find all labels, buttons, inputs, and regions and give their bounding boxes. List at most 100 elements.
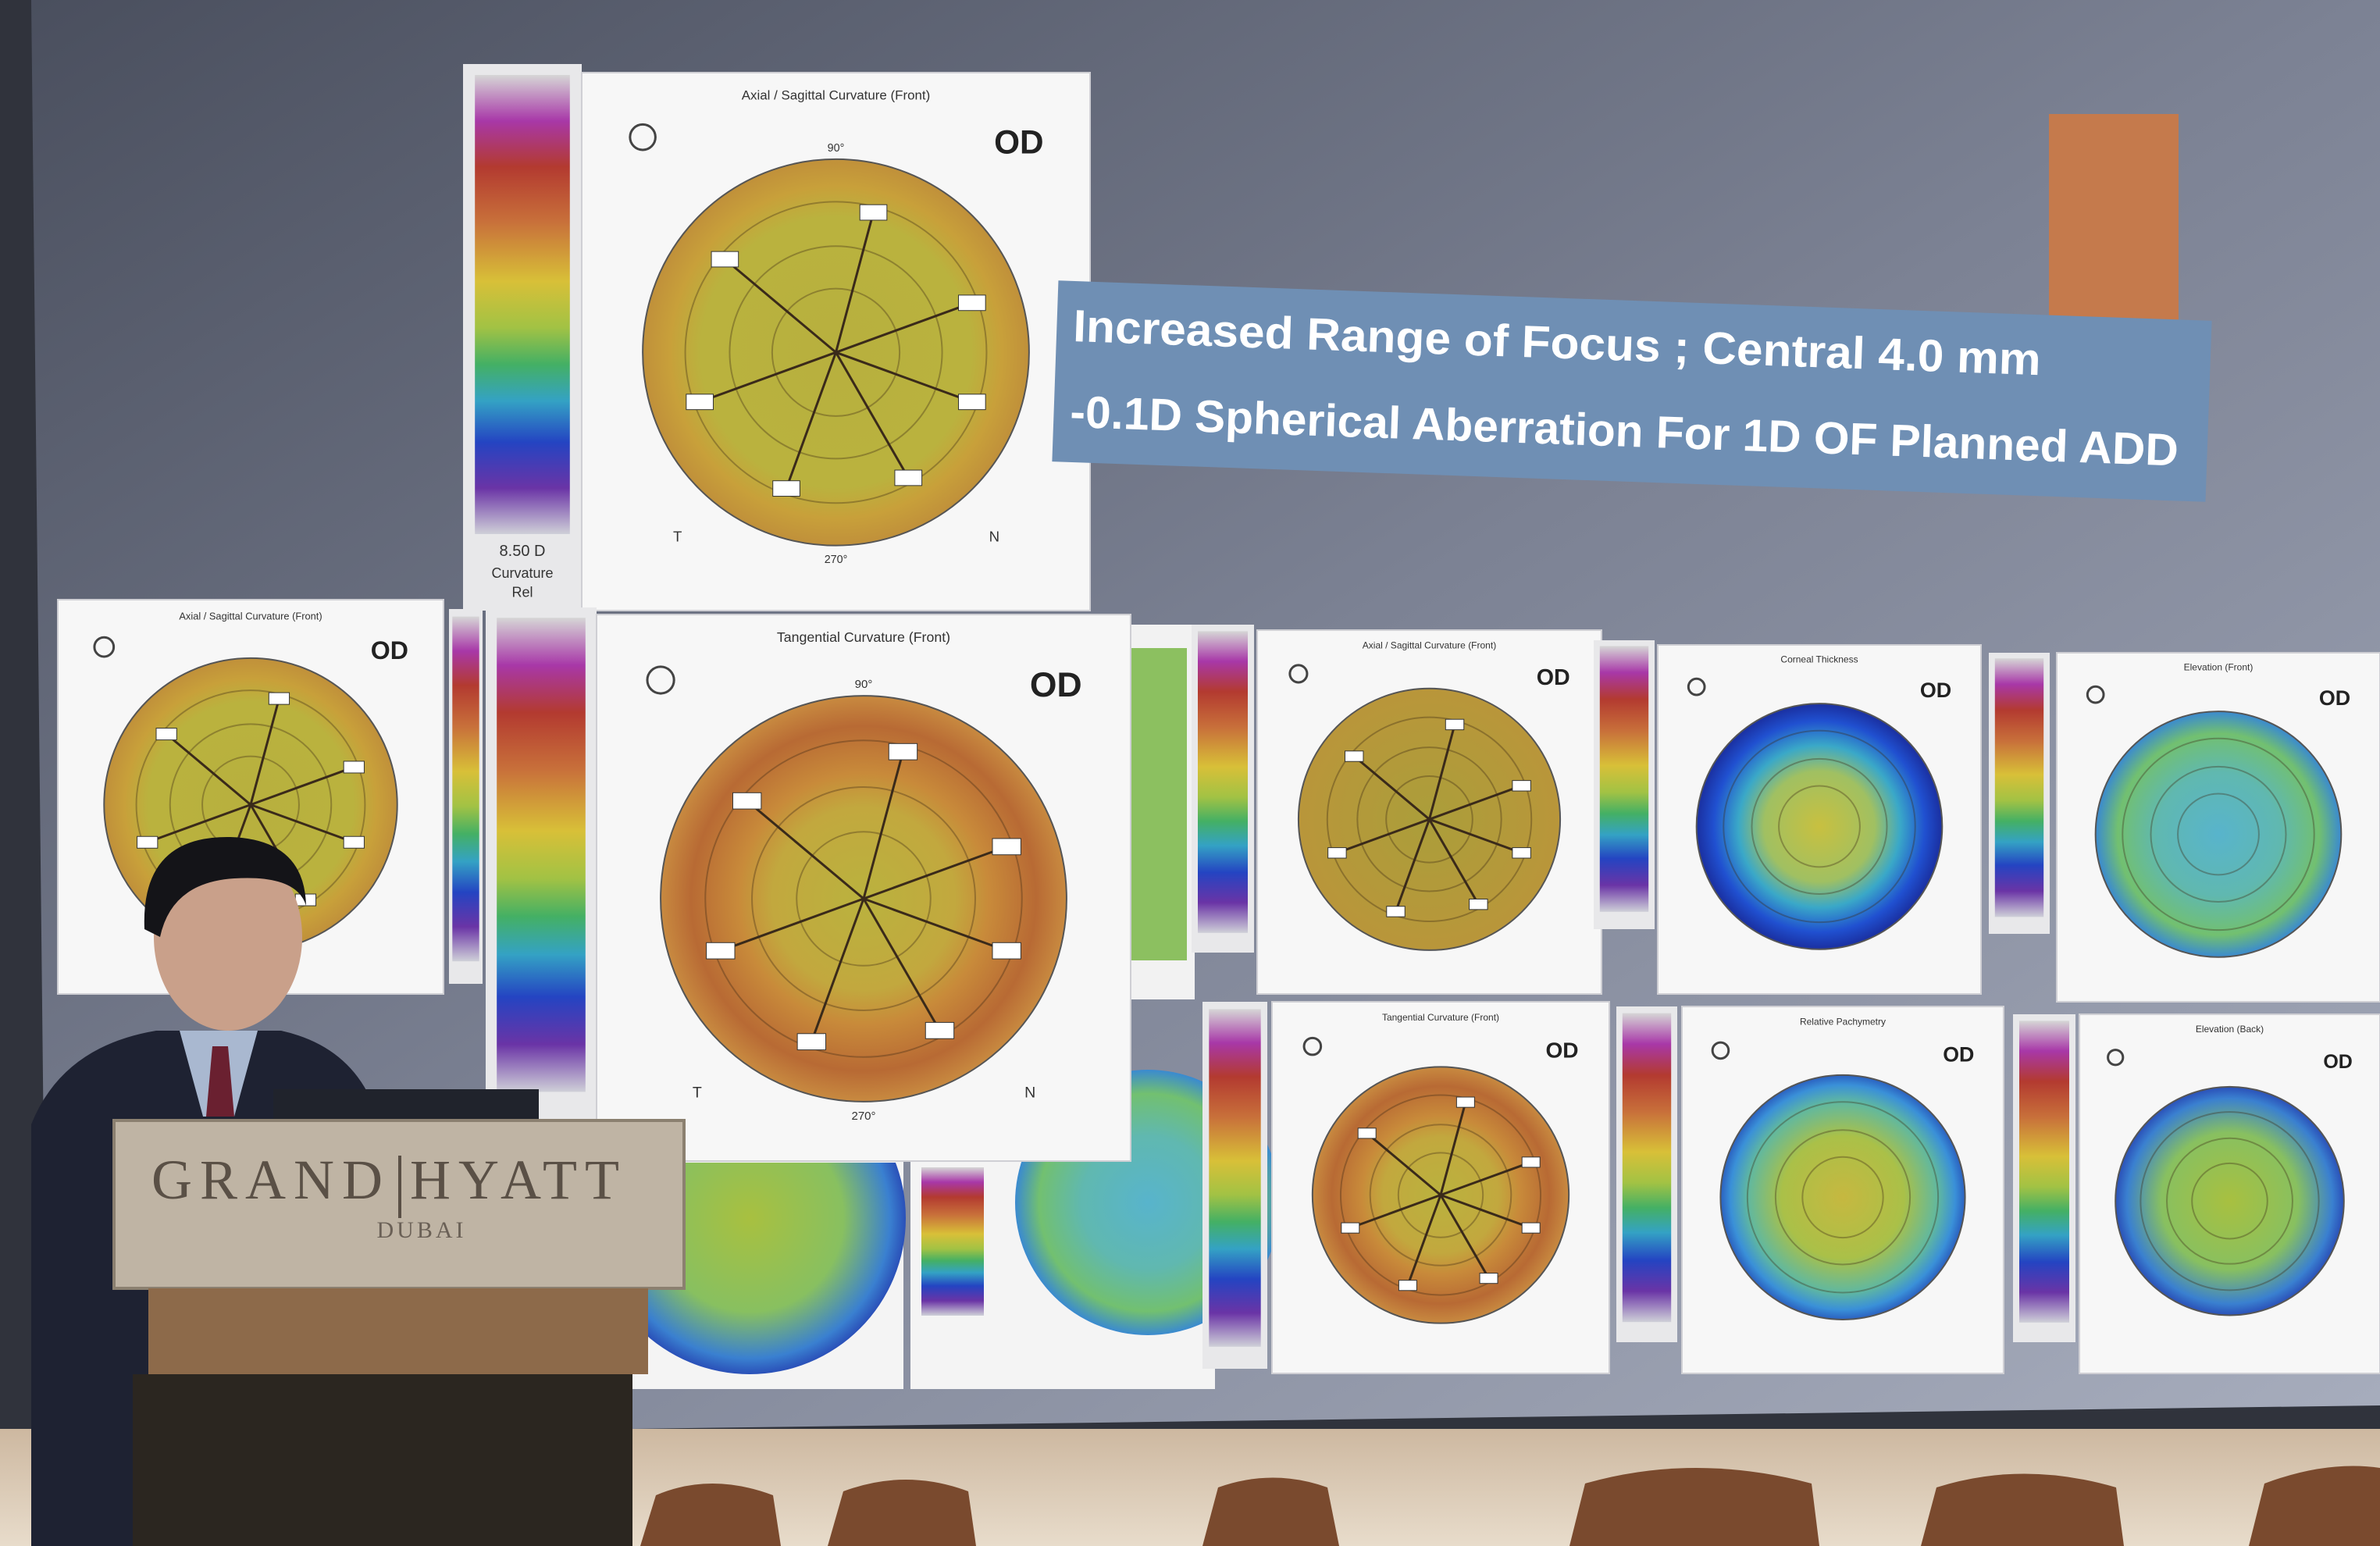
meridian <box>1428 784 1523 821</box>
value-tag <box>1327 847 1347 859</box>
meridian <box>147 803 251 844</box>
zoom-icon <box>629 123 657 151</box>
color-bar <box>1622 1013 1672 1323</box>
meridian <box>810 898 865 1042</box>
eye-label: OD <box>994 123 1043 160</box>
value-tag <box>1521 1222 1541 1234</box>
scale-label: 8.50 D <box>500 543 546 560</box>
meridian <box>1439 1194 1490 1279</box>
map-ring <box>1774 1129 1911 1266</box>
caption-background <box>1052 280 2212 502</box>
meridian <box>1349 1194 1441 1230</box>
meridian <box>863 845 1007 900</box>
color-bar <box>1198 631 1248 933</box>
map-ring <box>1356 746 1502 892</box>
map-ring <box>1397 1152 1484 1238</box>
eye-label: OD <box>2323 1051 2353 1073</box>
map-title: Axial / Sagittal Curvature (Front) <box>1363 639 1496 650</box>
caption-box: Increased Range of Focus ; Central 4.0 m… <box>1052 280 2212 502</box>
value-tag <box>772 480 800 497</box>
map-ring <box>1326 716 1533 923</box>
color-bar <box>475 75 570 534</box>
meridian <box>835 351 910 479</box>
meridian <box>1336 818 1430 854</box>
map-ring <box>1801 1156 1884 1239</box>
axis-label: 270° <box>825 554 848 566</box>
map-ring <box>1778 785 1861 868</box>
map-ring <box>796 831 932 967</box>
meridian <box>166 732 251 806</box>
value-tag <box>1341 1222 1360 1234</box>
podium: GRAND HYATT DUBAI <box>112 1119 686 1546</box>
color-bar <box>1209 1009 1261 1347</box>
map-title: Axial / Sagittal Curvature (Front) <box>179 610 322 622</box>
map-title: Corneal Thickness <box>1780 654 1858 664</box>
brand: HYATT <box>410 1149 627 1211</box>
podium-base <box>133 1374 632 1546</box>
value-tag <box>706 942 736 960</box>
meridian <box>1353 755 1430 821</box>
value-tag <box>343 835 365 849</box>
value-tag <box>1386 906 1406 917</box>
eye-label: OD <box>1030 666 1082 704</box>
map-ring <box>1723 729 1916 924</box>
meridian <box>1406 1195 1442 1286</box>
axis-label: T <box>693 1085 702 1102</box>
chair <box>2249 1466 2380 1546</box>
value-tag <box>888 743 918 761</box>
chair <box>1921 1473 2124 1546</box>
value-tag <box>992 942 1021 960</box>
value-tag <box>1469 898 1488 910</box>
value-tag <box>1455 1096 1475 1108</box>
value-tag <box>343 761 365 774</box>
chair <box>828 1480 976 1546</box>
chair <box>1569 1468 1819 1546</box>
meridian <box>1428 724 1456 820</box>
map-title: Elevation (Front) <box>2184 661 2254 672</box>
map-title: Elevation (Back) <box>2196 1024 2264 1035</box>
map-panel: Elevation (Back) OD <box>2013 1013 2380 1374</box>
map-title: Tangential Curvature (Front) <box>1382 1012 1499 1023</box>
value-tag <box>1344 750 1364 762</box>
map-ring <box>1339 1094 1542 1296</box>
meridian <box>862 898 941 1031</box>
meridian <box>699 351 837 404</box>
zoom-icon <box>1302 1036 1323 1056</box>
eye-label: OD <box>2319 686 2350 710</box>
value-tag <box>1479 1273 1498 1284</box>
map-ring <box>2166 1137 2293 1265</box>
zoom-icon <box>646 665 675 695</box>
value-tag <box>992 838 1021 856</box>
map-disc <box>1719 1074 1966 1320</box>
meridian <box>1366 1132 1441 1196</box>
eye-label: OD <box>1920 679 1951 702</box>
meridian <box>720 897 864 953</box>
map-ring <box>1746 1101 1940 1294</box>
value-tag <box>958 394 986 411</box>
city: DUBAI <box>377 1217 467 1243</box>
scale-label: Curvature <box>491 565 553 581</box>
meridian <box>746 800 864 900</box>
tie <box>206 1046 234 1117</box>
meridian <box>862 751 904 899</box>
meridian <box>249 698 280 805</box>
value-tag <box>1357 1127 1377 1139</box>
map-panel: Axial / Sagittal Curvature (Front) OD <box>1192 625 1602 995</box>
meridian <box>1440 1161 1532 1196</box>
map-disc <box>2115 1085 2345 1316</box>
color-bar <box>921 1167 984 1316</box>
value-tag <box>137 835 159 849</box>
map-panel: Relative Pachymetry OD <box>1616 1006 2004 1374</box>
color-bar <box>452 616 479 962</box>
value-tag <box>894 469 923 486</box>
value-tag <box>732 792 762 810</box>
axis-label: N <box>1024 1085 1035 1102</box>
value-tag <box>686 394 714 411</box>
meridian <box>1439 1102 1467 1195</box>
zoom-icon <box>1687 677 1706 696</box>
map-ring <box>1385 775 1473 864</box>
map-title: Relative Pachymetry <box>1800 1017 1886 1028</box>
map-ring <box>2140 1111 2320 1291</box>
zoom-icon <box>93 636 116 658</box>
meridian <box>1395 818 1430 912</box>
